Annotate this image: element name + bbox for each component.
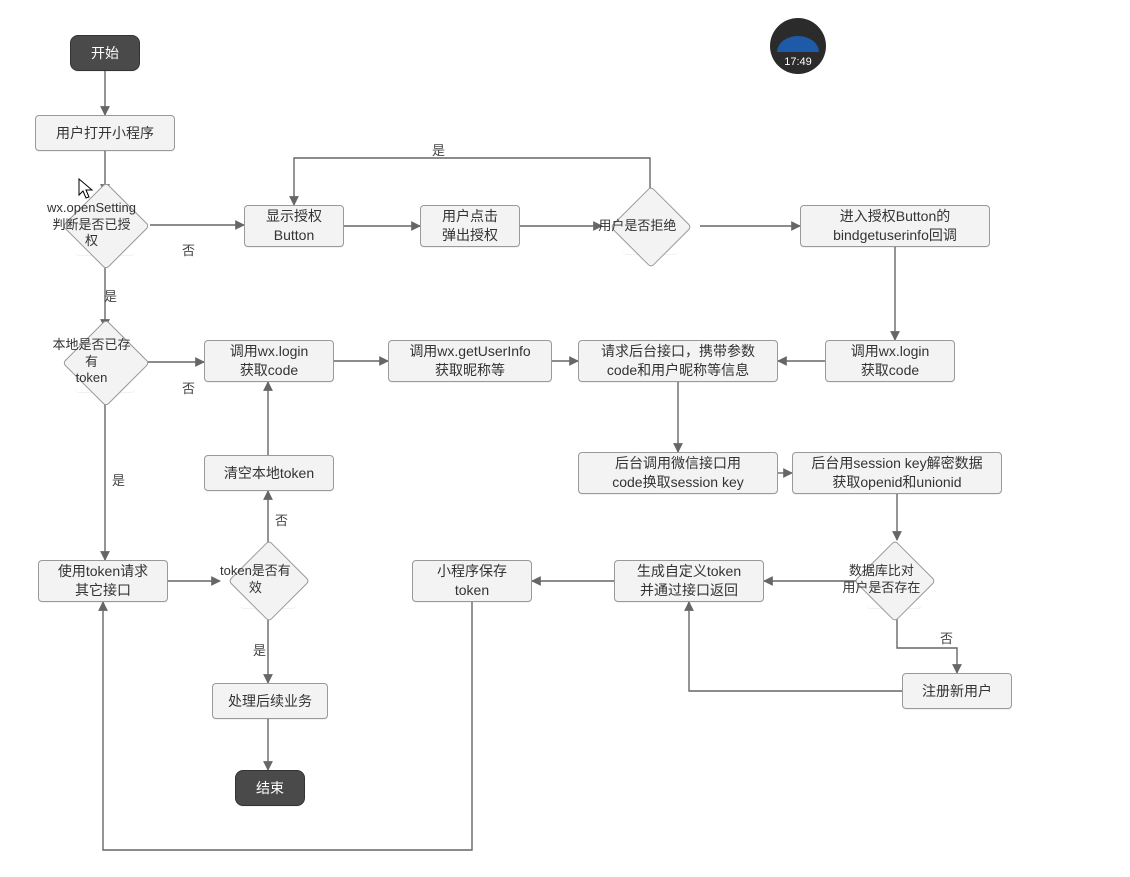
node-wx_login2: 调用wx.login获取code [825, 340, 955, 382]
edge-label-l1: 是 [104, 286, 117, 305]
node-wx_login1: 调用wx.login获取code [204, 340, 334, 382]
edge-label-l7: 是 [253, 640, 266, 659]
edge-register-gen_token [689, 602, 902, 691]
node-enter_callback: 进入授权Button的bindgetuserinfo回调 [800, 205, 990, 247]
edge-label-l4: 否 [182, 378, 195, 397]
node-get_userinfo: 调用wx.getUserInfo获取昵称等 [388, 340, 552, 382]
edge-label-l6: 否 [275, 510, 288, 529]
node-save_token: 小程序保存token [412, 560, 532, 602]
node-has_token: 本地是否已存有token [75, 332, 135, 392]
node-decrypt: 后台用session key解密数据获取openid和unionid [792, 452, 1002, 494]
edge-label-l8: 否 [940, 628, 953, 647]
edge-label-l2: 否 [182, 240, 195, 259]
node-do_business: 处理后续业务 [212, 683, 328, 719]
node-user_exists: 数据库比对用户是否存在 [866, 552, 922, 608]
node-open_setting: wx.openSetting判断是否已授权 [75, 195, 135, 255]
node-start: 开始 [70, 35, 140, 71]
node-clear_token: 清空本地token [204, 455, 334, 491]
edge-label-l3: 是 [432, 140, 445, 159]
node-code2session: 后台调用微信接口用code换取session key [578, 452, 778, 494]
wave-icon [777, 36, 819, 52]
badge-time: 17:49 [784, 56, 812, 68]
node-token_valid: token是否有效 [240, 552, 296, 608]
edge-save_token-use_token [103, 602, 472, 850]
node-register: 注册新用户 [902, 673, 1012, 709]
time-badge: 17:49 [770, 18, 826, 74]
node-user_click_auth: 用户点击弹出授权 [420, 205, 520, 247]
node-open_miniprog: 用户打开小程序 [35, 115, 175, 151]
node-show_auth_btn: 显示授权Button [244, 205, 344, 247]
edge-label-l5: 是 [112, 470, 125, 489]
node-end: 结束 [235, 770, 305, 806]
node-use_token: 使用token请求其它接口 [38, 560, 168, 602]
node-req_backend: 请求后台接口，携带参数code和用户昵称等信息 [578, 340, 778, 382]
node-gen_token: 生成自定义token并通过接口返回 [614, 560, 764, 602]
flowchart-canvas: 17:49 开始用户打开小程序 wx.openSetting判断是否已授权 显示授权… [0, 0, 1130, 877]
node-user_refuse: 用户是否拒绝 [622, 198, 678, 254]
